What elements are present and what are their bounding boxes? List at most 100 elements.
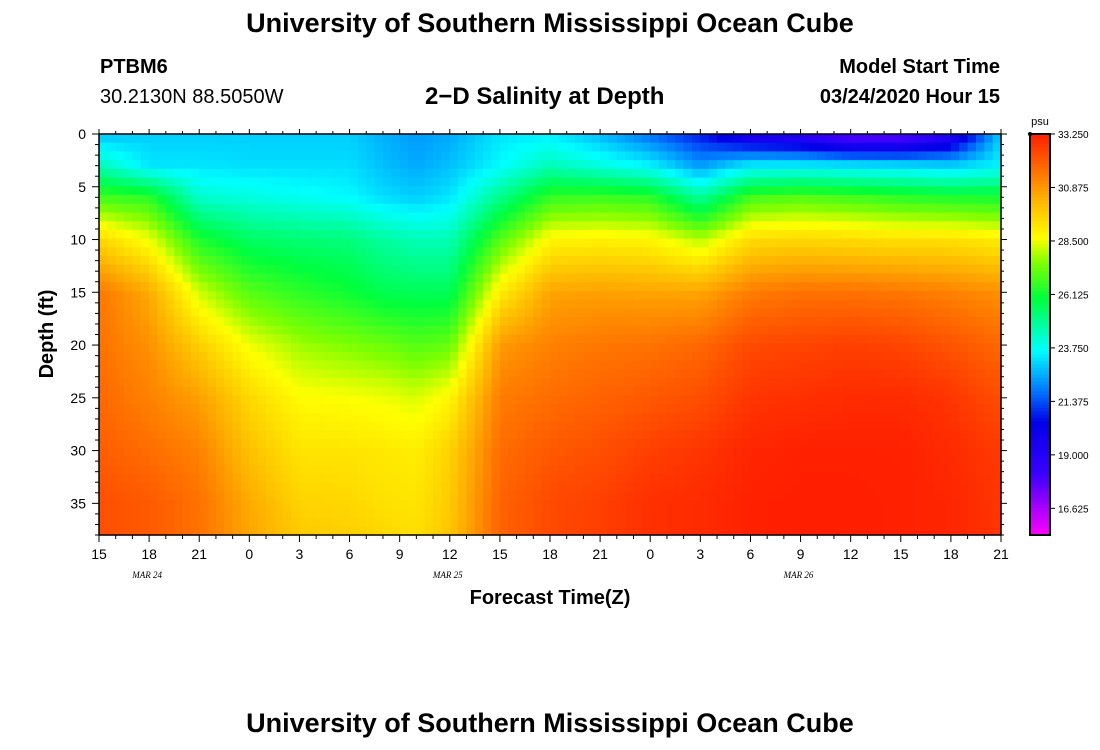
heatmap-cell — [850, 447, 860, 458]
heatmap-cell — [182, 526, 192, 536]
heatmap-cell — [174, 439, 184, 449]
heatmap-cell — [909, 465, 919, 475]
heatmap-cell — [199, 456, 209, 466]
heatmap-cell — [675, 334, 685, 344]
heatmap-cell — [742, 334, 752, 344]
heatmap-cell — [591, 439, 601, 449]
heatmap-cell — [474, 325, 484, 336]
heatmap-cell — [491, 412, 501, 423]
heatmap-cell — [583, 186, 593, 196]
heatmap-cell — [182, 439, 192, 449]
heatmap-cell — [533, 264, 543, 275]
heatmap-cell — [224, 317, 234, 327]
heatmap-cell — [516, 134, 526, 144]
heatmap-cell — [324, 290, 334, 301]
heatmap-cell — [408, 360, 417, 370]
heatmap-cell — [600, 360, 610, 370]
heatmap-cell — [107, 395, 117, 405]
heatmap-cell — [792, 229, 802, 240]
heatmap-cell — [591, 508, 601, 519]
heatmap-cell — [633, 212, 643, 222]
heatmap-cell — [157, 264, 167, 275]
heatmap-cell — [959, 212, 969, 222]
heatmap-cell — [174, 195, 184, 205]
heatmap-cell — [566, 142, 576, 153]
heatmap-cell — [240, 134, 250, 144]
heatmap-cell — [683, 221, 693, 231]
heatmap-cell — [324, 395, 334, 405]
heatmap-cell — [566, 203, 576, 214]
heatmap-cell — [491, 517, 501, 527]
heatmap-cell — [900, 203, 910, 214]
heatmap-cell — [174, 404, 184, 414]
heatmap-cell — [516, 439, 526, 449]
heatmap-cell — [884, 247, 894, 257]
heatmap-cell — [249, 212, 259, 222]
heatmap-cell — [541, 360, 551, 370]
heatmap-cell — [892, 517, 902, 527]
heatmap-cell — [207, 500, 217, 510]
heatmap-cell — [332, 229, 342, 240]
heatmap-cell — [541, 456, 551, 466]
heatmap-cell — [232, 395, 242, 405]
heatmap-cell — [975, 256, 985, 266]
heatmap-cell — [967, 430, 977, 440]
heatmap-cell — [366, 500, 376, 510]
heatmap-cell — [934, 177, 944, 187]
heatmap-cell — [767, 195, 777, 205]
heatmap-cell — [666, 343, 676, 353]
heatmap-cell — [516, 203, 526, 214]
heatmap-cell — [783, 508, 793, 519]
heatmap-cell — [149, 473, 159, 484]
heatmap-cell — [399, 447, 409, 458]
heatmap-cell — [424, 351, 434, 362]
heatmap-cell — [307, 221, 317, 231]
heatmap-cell — [274, 290, 284, 301]
heatmap-cell — [483, 456, 493, 466]
heatmap-cell — [232, 456, 242, 466]
heatmap-cell — [516, 404, 526, 414]
heatmap-cell — [458, 491, 468, 501]
heatmap-cell — [591, 500, 601, 510]
heatmap-cell — [566, 412, 576, 423]
heatmap-cell — [240, 160, 250, 170]
heatmap-cell — [884, 134, 894, 144]
heatmap-cell — [215, 282, 225, 292]
heatmap-cell — [683, 308, 693, 318]
heatmap-cell — [767, 430, 777, 440]
heatmap-cell — [274, 491, 284, 501]
heatmap-cell — [299, 369, 309, 379]
heatmap-cell — [190, 421, 200, 431]
heatmap-cell — [341, 256, 351, 266]
heatmap-cell — [742, 465, 752, 475]
heatmap-cell — [408, 308, 417, 318]
heatmap-cell — [691, 238, 701, 248]
heatmap-cell — [524, 203, 534, 214]
heatmap-cell — [641, 151, 651, 161]
heatmap-cell — [115, 456, 125, 466]
heatmap-cell — [550, 177, 559, 187]
heatmap-cell — [550, 229, 559, 240]
heatmap-cell — [691, 378, 701, 388]
heatmap-cell — [666, 317, 676, 327]
heatmap-cell — [934, 465, 944, 475]
heatmap-cell — [341, 168, 351, 179]
heatmap-cell — [149, 273, 159, 283]
heatmap-cell — [391, 256, 401, 266]
heatmap-cell — [374, 447, 384, 458]
heatmap-cell — [249, 473, 259, 484]
heatmap-cell — [875, 195, 885, 205]
heatmap-cell — [984, 500, 994, 510]
heatmap-cell — [124, 482, 134, 493]
heatmap-cell — [458, 482, 468, 493]
heatmap-cell — [817, 447, 827, 458]
heatmap-cell — [215, 256, 225, 266]
heatmap-cell — [140, 456, 150, 466]
heatmap-cell — [934, 290, 944, 301]
heatmap-cell — [165, 369, 175, 379]
heatmap-cell — [416, 186, 426, 196]
heatmap-cell — [658, 351, 668, 362]
heatmap-cell — [591, 256, 601, 266]
heatmap-cell — [299, 264, 309, 275]
heatmap-cell — [909, 229, 919, 240]
